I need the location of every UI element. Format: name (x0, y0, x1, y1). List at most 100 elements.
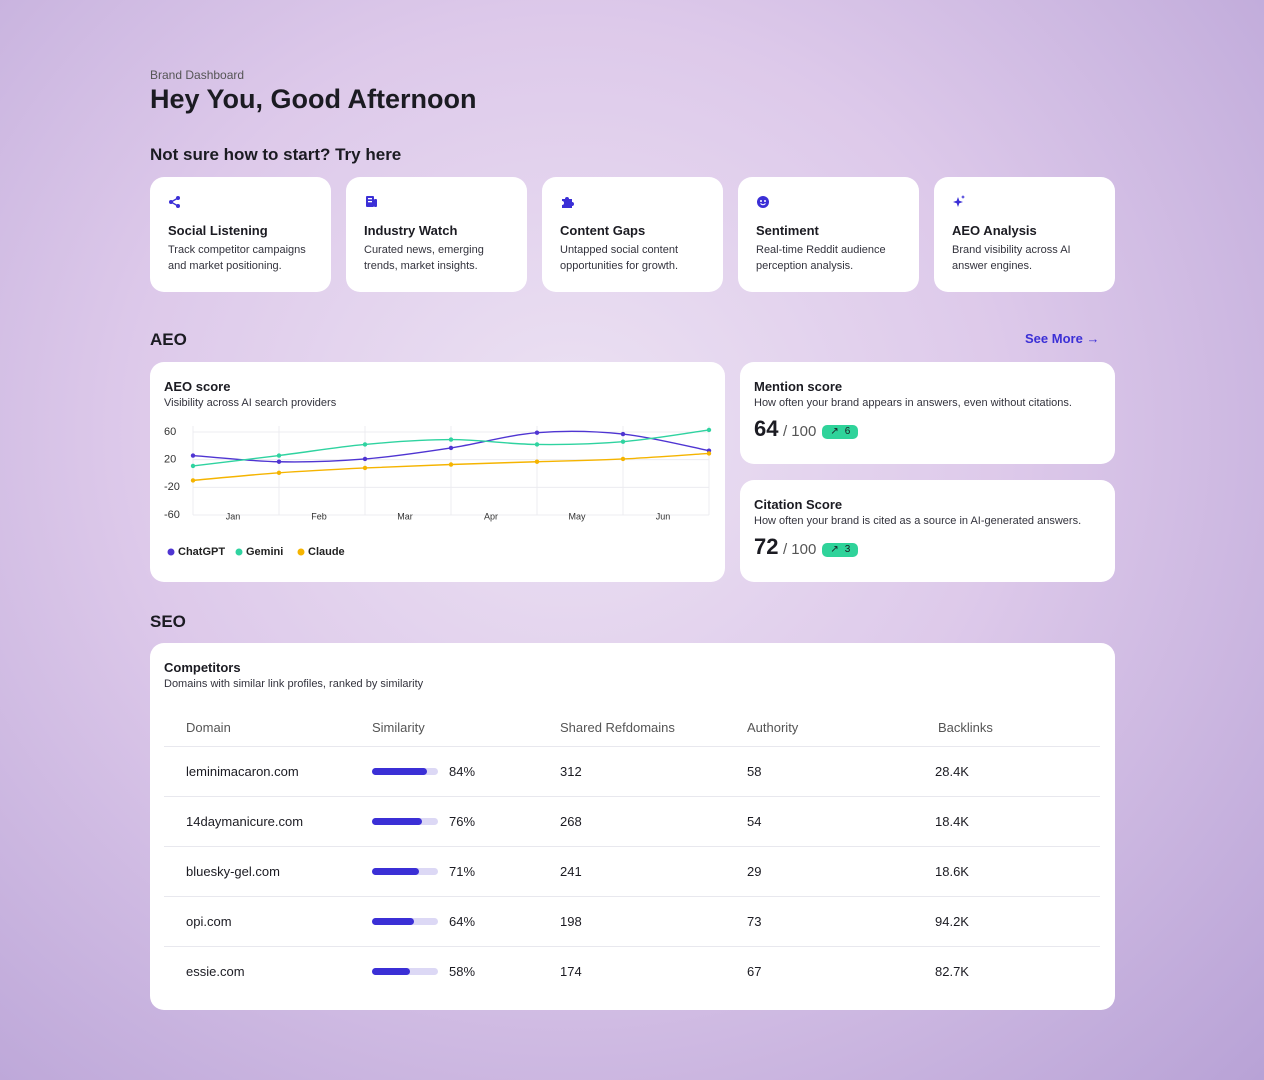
data-point (448, 462, 454, 467)
domain-cell: 14daymanicure.com (186, 814, 304, 829)
icon (953, 195, 965, 207)
arrow-icon: → (1086, 331, 1100, 346)
authority-cell: 29 (747, 864, 762, 879)
data-point (276, 459, 282, 464)
data-point (706, 427, 712, 433)
y-tick-label: 60 (164, 426, 176, 438)
card-title: Social Listening (168, 223, 268, 238)
data-point (448, 445, 454, 451)
change-value: 3 (844, 544, 851, 556)
backlinks-cell: 28.4K (935, 764, 969, 779)
similarity-bar (372, 818, 423, 825)
card-icon (167, 194, 183, 215)
authority-cell: 58 (747, 764, 762, 779)
backlinks-cell: 82.7K (935, 964, 969, 979)
domain-cell: opi.com (186, 914, 232, 929)
similarity-bar (372, 768, 428, 775)
icon (562, 197, 574, 208)
authority-cell: 73 (747, 914, 762, 929)
data-point (534, 459, 540, 464)
change-badge: ↗ 3 (822, 542, 859, 557)
line-chart: 60 20 -20 -60 Jan Feb Mar Apr May Jun ChatGPT Gemin… (164, 426, 712, 558)
row-divider (164, 846, 1100, 847)
row-divider (164, 746, 1100, 747)
data-point (534, 430, 540, 435)
card-text: Real-time Reddit audience perception ana… (756, 244, 886, 272)
score-row: 72 / 100 ↗ 3 (754, 534, 859, 560)
similarity-track (372, 868, 438, 875)
card-subtitle: Visibility across AI search providers (164, 397, 337, 409)
start-card[interactable]: AEO Analysis Brand visibility across AI a… (934, 177, 1115, 292)
card-title: Sentiment (756, 223, 819, 238)
score-max: / 100 (782, 541, 817, 558)
card-icon (363, 194, 379, 215)
data-point (362, 465, 368, 471)
card-title: AEO score (164, 379, 231, 394)
backlinks-cell: 94.2K (935, 914, 969, 929)
start-card[interactable]: Social Listening Track competitor campaig… (150, 177, 331, 292)
x-tick-label: Jun (656, 511, 671, 521)
icon (757, 196, 769, 208)
card-subtitle: How often your brand is cited as a sourc… (754, 515, 1082, 527)
card-title: Competitors (164, 660, 241, 675)
card-icon (559, 194, 575, 215)
shared-cell: 241 (560, 864, 582, 879)
trend-icon: ↗ (830, 426, 839, 438)
backlinks-cell: 18.6K (935, 864, 969, 879)
legend-label: Gemini (246, 546, 283, 558)
column-header: Domain (186, 720, 231, 735)
section-heading: Not sure how to start? Try here (150, 145, 402, 164)
similarity-bar (372, 918, 415, 925)
score: 72 (754, 534, 779, 559)
citation-card: Citation Score How often your brand is c… (740, 480, 1115, 582)
data-point (362, 456, 368, 462)
data-point (534, 442, 540, 447)
card-text: Untapped social content opportunities fo… (560, 244, 679, 272)
row-divider (164, 946, 1100, 947)
x-tick-label: Apr (484, 511, 498, 521)
shared-cell: 174 (560, 964, 582, 979)
similarity-label: 71% (449, 864, 476, 879)
page-title: Hey You, Good Afternoon (150, 84, 477, 114)
similarity-track (372, 818, 438, 825)
card-icon (755, 194, 771, 215)
score-row: 64 / 100 ↗ 6 (754, 416, 859, 442)
legend-swatch (297, 548, 305, 556)
x-tick-label: Feb (311, 511, 327, 521)
change-value: 6 (844, 426, 851, 438)
legend-label: Claude (308, 546, 345, 558)
shared-cell: 312 (560, 764, 582, 779)
authority-cell: 67 (747, 964, 762, 979)
card-title: Industry Watch (364, 223, 458, 238)
data-point (190, 463, 196, 469)
legend-swatch (167, 548, 175, 556)
start-card[interactable]: Content Gaps Untapped social content oppo… (542, 177, 723, 292)
column-header: Authority (747, 720, 799, 735)
card-subtitle: Domains with similar link profiles, rank… (164, 678, 424, 690)
start-card[interactable]: Industry Watch Curated news, emerging tre… (346, 177, 527, 292)
competitors-card: Competitors Domains with similar link pr… (150, 643, 1115, 1010)
data-point (276, 453, 282, 458)
y-tick-label: 20 (164, 454, 176, 466)
card-text: Brand visibility across AI answer engine… (952, 244, 1071, 272)
card-title: Content Gaps (560, 223, 646, 238)
see-more-link[interactable]: See More → (1025, 331, 1099, 346)
x-tick-label: May (568, 511, 586, 521)
mention-card: Mention score How often your brand appea… (740, 362, 1115, 464)
see-more-text[interactable]: See More (1025, 331, 1083, 346)
start-card[interactable]: Sentiment Real-time Reddit audience perce… (738, 177, 919, 292)
authority-cell: 54 (747, 814, 762, 829)
legend-swatch (235, 548, 243, 556)
row-divider (164, 896, 1100, 897)
score-max: / 100 (782, 423, 817, 440)
data-point (362, 442, 368, 447)
aeo-chart-card: AEO score Visibility across AI search pr… (150, 362, 725, 582)
similarity-track (372, 918, 438, 925)
similarity-bar (372, 868, 419, 875)
domain-cell: bluesky-gel.com (186, 864, 280, 879)
data-point (190, 478, 196, 483)
section-heading: AEO (150, 330, 187, 349)
y-tick-label: -20 (164, 481, 180, 493)
backlinks-cell: 18.4K (935, 814, 969, 829)
